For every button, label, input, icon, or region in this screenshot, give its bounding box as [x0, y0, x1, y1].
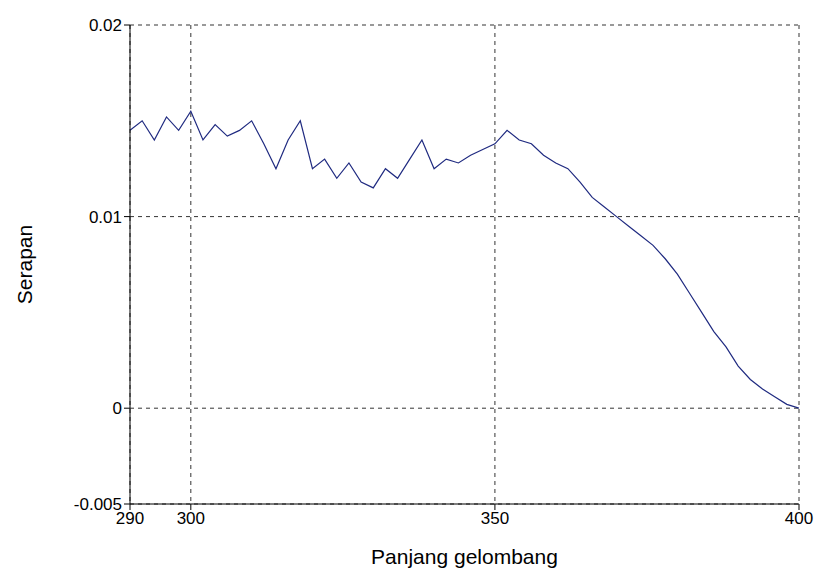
svg-text:Panjang gelombang: Panjang gelombang: [371, 545, 558, 568]
svg-text:0.02: 0.02: [89, 16, 122, 35]
svg-text:350: 350: [481, 509, 509, 528]
svg-text:400: 400: [785, 509, 813, 528]
svg-text:300: 300: [177, 509, 205, 528]
svg-text:290: 290: [115, 509, 145, 529]
svg-text:Serapan: Serapan: [13, 225, 36, 304]
svg-text:0: 0: [113, 399, 122, 418]
svg-text:0.01: 0.01: [89, 208, 122, 227]
svg-text:-0.005: -0.005: [74, 495, 122, 514]
